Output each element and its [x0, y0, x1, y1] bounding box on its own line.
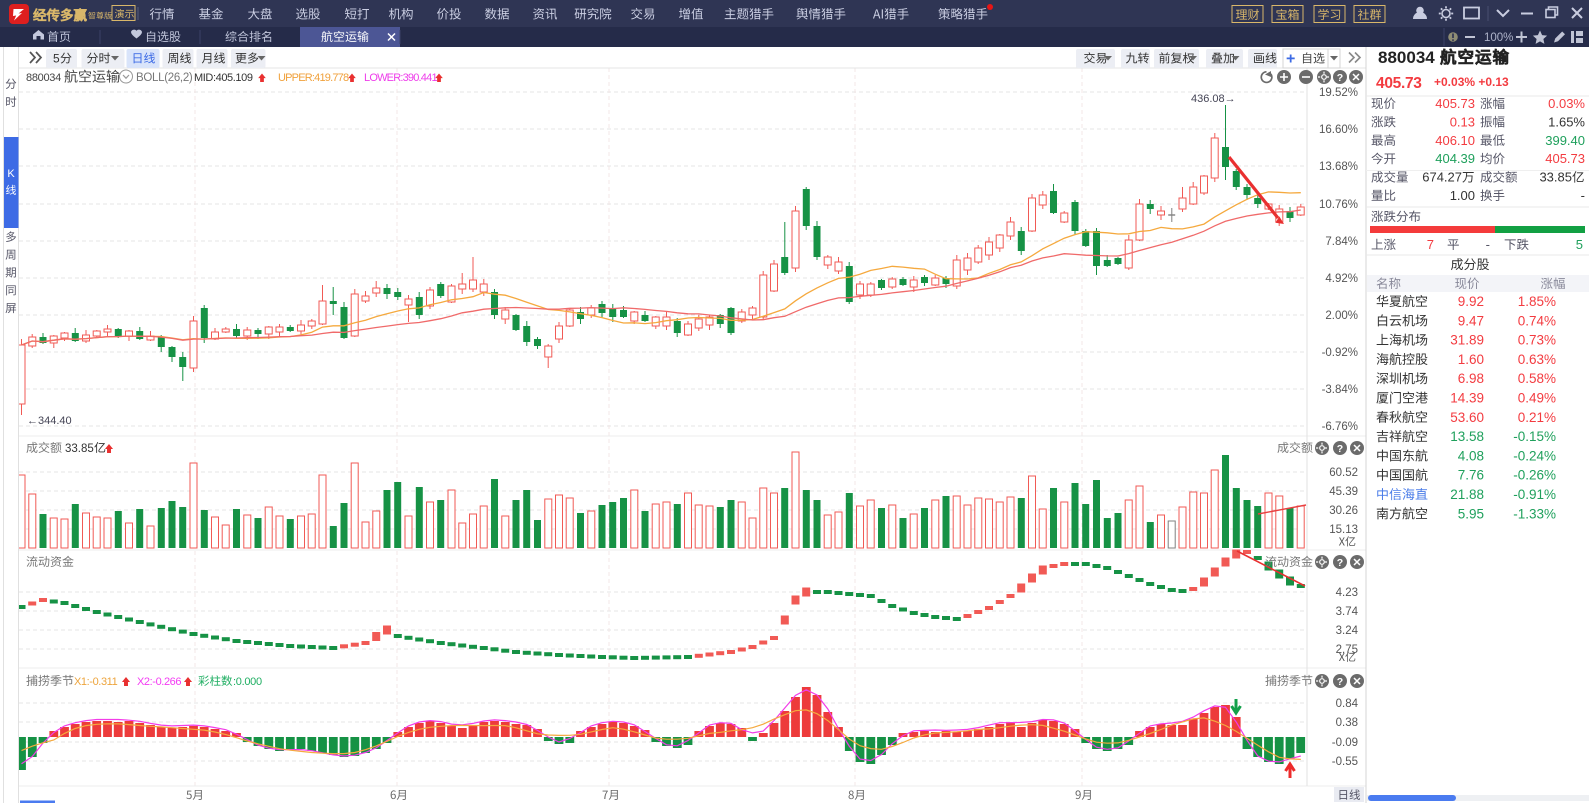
- svg-text:-0.92%: -0.92%: [1322, 347, 1358, 359]
- svg-text:LOWER:390.441: LOWER:390.441: [364, 72, 437, 84]
- svg-text:BOLL(26,2): BOLL(26,2): [136, 72, 193, 84]
- svg-text:21.88: 21.88: [1450, 487, 1484, 502]
- svg-text:1.65%: 1.65%: [1548, 114, 1585, 129]
- svg-text:4.23: 4.23: [1336, 587, 1358, 599]
- svg-text:-0.09: -0.09: [1332, 737, 1358, 749]
- svg-text:13.58: 13.58: [1450, 429, 1484, 444]
- svg-text:←344.40: ←344.40: [27, 415, 72, 427]
- svg-text:674.27: 674.27: [1422, 170, 1462, 185]
- svg-text:0.38: 0.38: [1336, 717, 1358, 729]
- svg-text:405.73: 405.73: [1376, 75, 1422, 92]
- svg-text:9.47: 9.47: [1458, 313, 1484, 328]
- svg-text:4.08: 4.08: [1458, 448, 1484, 463]
- svg-text:10.76%: 10.76%: [1319, 199, 1358, 211]
- svg-text:30.26: 30.26: [1329, 505, 1358, 517]
- svg-text:33.85: 33.85: [65, 443, 94, 455]
- svg-text:19.52%: 19.52%: [1319, 87, 1358, 99]
- svg-text:7.84%: 7.84%: [1325, 236, 1358, 248]
- svg-text:45.39: 45.39: [1329, 486, 1358, 498]
- svg-text:-0.26%: -0.26%: [1513, 468, 1556, 483]
- svg-text:0.84: 0.84: [1336, 698, 1359, 710]
- svg-text:14.39: 14.39: [1450, 391, 1484, 406]
- svg-text:5: 5: [1576, 237, 1583, 252]
- svg-text:406.10: 406.10: [1435, 133, 1475, 148]
- svg-text:7.76: 7.76: [1458, 468, 1484, 483]
- svg-text:5: 5: [53, 52, 60, 66]
- svg-text:880034: 880034: [26, 72, 61, 84]
- svg-text:31.89: 31.89: [1450, 333, 1484, 348]
- svg-text:+0.03% +0.13: +0.03% +0.13: [1434, 75, 1509, 89]
- svg-text:-0.15%: -0.15%: [1513, 429, 1556, 444]
- svg-text:2.75: 2.75: [1336, 644, 1358, 656]
- svg-text:16.60%: 16.60%: [1319, 124, 1358, 136]
- svg-text:0.74%: 0.74%: [1518, 313, 1556, 328]
- svg-text:0.63%: 0.63%: [1518, 352, 1556, 367]
- svg-text:0.73%: 0.73%: [1518, 333, 1556, 348]
- svg-text:-0.91%: -0.91%: [1513, 487, 1556, 502]
- svg-text:0.58%: 0.58%: [1518, 371, 1556, 386]
- svg-text:405.73: 405.73: [1435, 96, 1475, 111]
- svg-text:7: 7: [1427, 237, 1434, 252]
- svg-text:UPPER:419.778: UPPER:419.778: [278, 72, 349, 84]
- svg-text:3.24: 3.24: [1336, 625, 1359, 637]
- svg-text:13.68%: 13.68%: [1319, 161, 1358, 173]
- svg-text:404.39: 404.39: [1435, 151, 1475, 166]
- svg-text:3.74: 3.74: [1336, 606, 1359, 618]
- svg-text:436.08→: 436.08→: [1191, 93, 1236, 105]
- svg-text:X1:-0.311: X1:-0.311: [74, 676, 118, 688]
- svg-text:6.98: 6.98: [1458, 371, 1484, 386]
- svg-text:0.21%: 0.21%: [1518, 410, 1556, 425]
- svg-text:100%: 100%: [1484, 32, 1513, 44]
- svg-text:4.92%: 4.92%: [1325, 273, 1358, 285]
- svg-text:?: ?: [1337, 557, 1343, 569]
- svg-text:-0.24%: -0.24%: [1513, 448, 1556, 463]
- svg-text:-1.33%: -1.33%: [1513, 506, 1556, 521]
- svg-text:-: -: [1581, 188, 1585, 203]
- svg-text:-: -: [1486, 237, 1490, 252]
- svg-text:1.60: 1.60: [1458, 352, 1484, 367]
- svg-text:53.60: 53.60: [1450, 410, 1484, 425]
- svg-text:-0.55: -0.55: [1332, 756, 1358, 768]
- svg-text:15.13: 15.13: [1329, 524, 1358, 536]
- svg-text:-6.76%: -6.76%: [1322, 421, 1358, 433]
- svg-text:-3.84%: -3.84%: [1322, 384, 1358, 396]
- svg-text:?: ?: [1337, 72, 1343, 84]
- svg-text:5.95: 5.95: [1458, 506, 1484, 521]
- svg-text:60.52: 60.52: [1329, 467, 1358, 479]
- svg-text:1.85%: 1.85%: [1518, 294, 1556, 309]
- svg-text:?: ?: [1337, 676, 1343, 688]
- svg-text:880034: 880034: [1378, 48, 1435, 67]
- svg-text:MID:405.109: MID:405.109: [194, 72, 253, 84]
- svg-text:0.49%: 0.49%: [1518, 391, 1556, 406]
- svg-text:2.00%: 2.00%: [1325, 310, 1358, 322]
- svg-text:0.13: 0.13: [1450, 114, 1475, 129]
- svg-text:X2:-0.266: X2:-0.266: [137, 676, 181, 688]
- svg-text:1.00: 1.00: [1450, 188, 1475, 203]
- svg-text:405.73: 405.73: [1545, 151, 1585, 166]
- svg-text::0.000: :0.000: [233, 676, 262, 688]
- svg-text:33.85: 33.85: [1539, 170, 1572, 185]
- svg-text:+: +: [1286, 51, 1295, 68]
- svg-text:K: K: [7, 168, 15, 180]
- svg-text:?: ?: [1337, 443, 1343, 455]
- svg-text:0.03%: 0.03%: [1548, 96, 1585, 111]
- svg-text:9.92: 9.92: [1458, 294, 1484, 309]
- svg-text:399.40: 399.40: [1545, 133, 1585, 148]
